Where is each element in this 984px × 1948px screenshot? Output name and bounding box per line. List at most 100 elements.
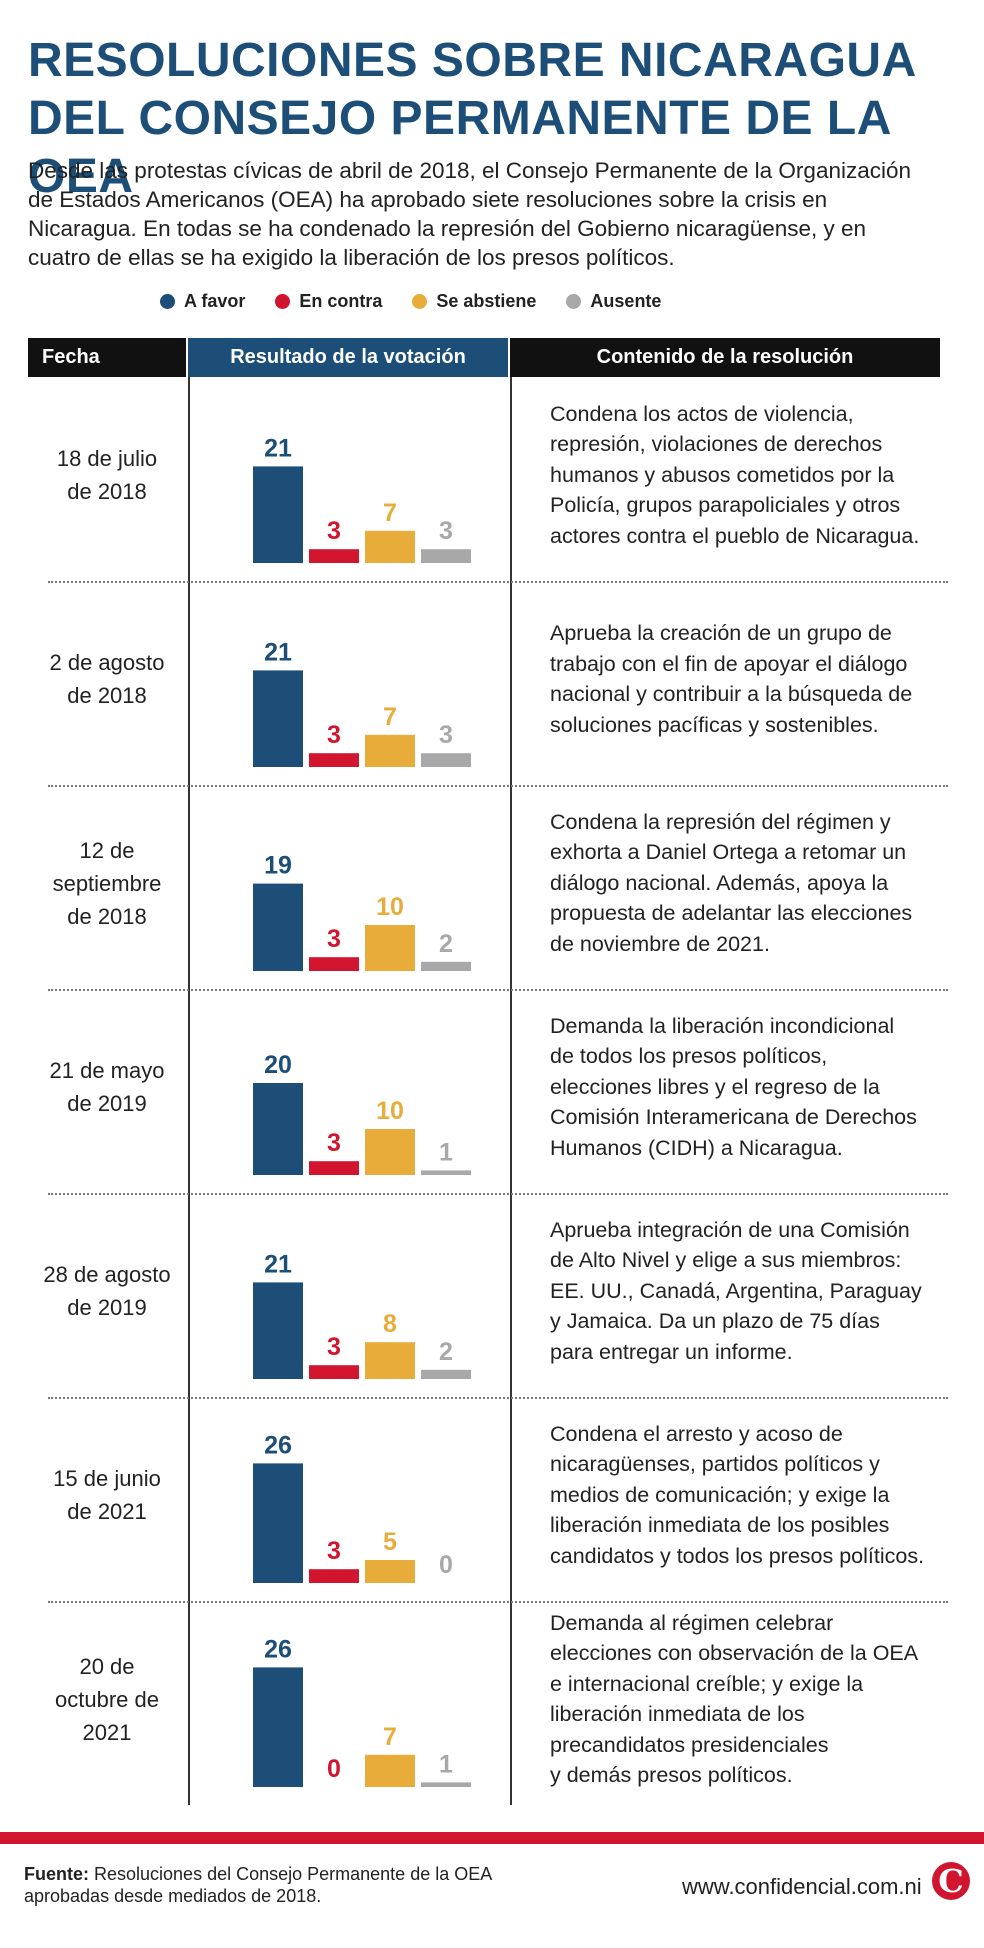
bar-value-label-en-contra: 3	[327, 925, 341, 953]
bar-value-label-ausente: 3	[439, 721, 453, 749]
content-line: candidatos y todos los presos políticos.	[550, 1543, 925, 1568]
source-label: Fuente:	[24, 1864, 89, 1884]
bar-value-label-ausente: 2	[439, 1338, 453, 1366]
title-line: DEL CONSEJO PERMANENTE DE LA OEA	[28, 92, 891, 203]
intro-line: cuatro de ellas se ha exigido la liberac…	[28, 245, 675, 270]
bar-value-label-a-favor: 26	[264, 1431, 292, 1459]
table-row: 18 de julio de 2018 21 3 7 3 Condena los actos…	[0, 377, 984, 581]
bar-value-label-a-favor: 21	[264, 1250, 292, 1278]
bar-value-label-ausente: 0	[439, 1551, 453, 1579]
bar-se-abstiene	[365, 1129, 415, 1175]
content-line: Condena el arresto y acoso de	[550, 1421, 843, 1446]
content-line: Condena la represión del régimen y	[550, 809, 891, 834]
content-line: y demás presos políticos.	[550, 1763, 793, 1787]
resolution-content: Condena el arresto y acoso de nicaragüens…	[550, 1419, 970, 1572]
table-row: 28 de agosto de 2019 21 3 8 2 Aprueba integrac…	[0, 1193, 984, 1397]
bar-se-abstiene	[365, 1342, 415, 1379]
title-line: RESOLUCIONES SOBRE NICARAGUA	[28, 34, 917, 87]
bar-se-abstiene	[365, 530, 415, 563]
bar-value-label-ausente: 1	[439, 1138, 453, 1166]
content-line: medios de comunicación; y exige la	[550, 1482, 890, 1507]
bar-value-label-en-contra: 3	[327, 517, 341, 545]
row-date: 18 de julio de 2018	[28, 442, 186, 508]
date-line: 2 de agosto	[49, 650, 165, 675]
bar-ausente	[421, 549, 471, 563]
legend-item-se-abstiene: Se abstiene	[412, 291, 536, 312]
content-line: elecciones libres y el regreso de la	[550, 1074, 880, 1099]
legend-item-ausente: Ausente	[566, 291, 661, 312]
bar-se-abstiene	[365, 1754, 415, 1787]
date-line: 18 de julio	[56, 446, 158, 471]
date-line: septiembre	[52, 870, 162, 896]
content-line: nacional y contribuir a la búsqueda de	[550, 682, 913, 706]
row-divider	[48, 581, 948, 583]
bar-ausente	[421, 1782, 471, 1787]
resolution-content: Aprueba la creación de un grupo de trabaj…	[550, 618, 970, 740]
source-note: Fuente: Resoluciones del Consejo Permane…	[24, 1863, 504, 1907]
intro-line: Desde las protestas cívicas de abril de …	[28, 158, 912, 183]
legend: A favor En contra Se abstiene Ausente	[160, 286, 691, 316]
table-row: 21 de mayo de 2019 20 3 10 1 Demanda la libera…	[0, 989, 984, 1193]
content-line: elecciones con observación de la OEA	[550, 1641, 919, 1665]
bar-en-contra	[309, 753, 359, 767]
column-header-date: Fecha	[28, 338, 186, 377]
website-url[interactable]: www.confidencial.com.ni	[682, 1874, 922, 1899]
bar-value-label-a-favor: 21	[264, 434, 292, 462]
vote-chart: 26 3 5 0	[253, 1431, 453, 1583]
content-line: de todos los presos políticos,	[550, 1044, 828, 1069]
row-divider	[48, 989, 948, 991]
table-row: 20 de octubre de 2021 26 0 7 1 Demanda al régim…	[0, 1601, 984, 1805]
resolutions-table: 18 de julio de 2018 21 3 7 3 Condena los actos…	[0, 377, 984, 1805]
content-line: e internacional creíble; y exige la	[550, 1671, 864, 1696]
bar-value-label-en-contra: 3	[327, 1537, 341, 1565]
legend-swatch	[566, 293, 582, 309]
bar-ausente	[421, 1170, 471, 1175]
bar-en-contra	[309, 957, 359, 971]
row-date: 2 de agosto de 2018	[28, 646, 186, 712]
bar-value-label-a-favor: 21	[264, 638, 292, 666]
resolution-content: Demanda al régimen celebrar elecciones co…	[550, 1608, 970, 1791]
row-date: 21 de mayo de 2019	[28, 1054, 186, 1120]
bar-value-label-se-abstiene: 5	[383, 1528, 397, 1556]
bar-value-label-se-abstiene: 10	[376, 893, 404, 921]
content-line: Demanda la liberación incondicional	[550, 1013, 895, 1038]
bar-value-label-ausente: 1	[439, 1750, 453, 1778]
content-line: EE. UU., Canadá, Argentina, Paraguay	[550, 1278, 922, 1303]
content-line: Humanos (CIDH) a Nicaragua.	[550, 1135, 843, 1160]
resolution-content: Condena la represión del régimen y exhort…	[550, 807, 970, 960]
content-line: liberación inmediata de los	[550, 1702, 805, 1726]
bar-se-abstiene	[365, 925, 415, 971]
vote-chart: 20 3 10 1	[253, 1051, 471, 1175]
legend-label: A favor	[184, 290, 246, 311]
content-line: nicaragüenses, partidos políticos y	[550, 1452, 880, 1477]
row-date: 12 de septiembre de 2018	[28, 834, 186, 933]
date-line: 28 de agosto	[43, 1262, 171, 1287]
content-line: trabajo con el fin de apoyar el diálogo	[550, 651, 908, 676]
row-divider	[48, 785, 948, 787]
bar-a-favor	[253, 1083, 303, 1175]
bar-value-label-se-abstiene: 10	[376, 1097, 404, 1125]
column-divider	[510, 377, 512, 1805]
column-header-vote: Resultado de la votación	[188, 338, 508, 377]
resolution-content: Condena los actos de violencia, represión…	[550, 399, 970, 552]
footer-divider	[0, 1832, 984, 1844]
bar-value-label-se-abstiene: 7	[383, 1723, 397, 1751]
content-line: Demanda al régimen celebrar	[550, 1610, 834, 1635]
page-title: RESOLUCIONES SOBRE NICARAGUA DEL CONSEJO…	[28, 32, 968, 206]
row-divider	[48, 1193, 948, 1195]
bar-ausente	[421, 961, 471, 971]
bar-value-label-en-contra: 0	[327, 1755, 341, 1783]
content-line: Condena los actos de violencia,	[550, 401, 854, 426]
row-date: 15 de junio de 2021	[28, 1462, 186, 1528]
legend-swatch	[275, 293, 291, 309]
bar-en-contra	[309, 1365, 359, 1379]
bar-a-favor	[253, 883, 303, 971]
resolution-content: Demanda la liberación incondicional de to…	[550, 1011, 970, 1164]
content-line: soluciones pacíficas y sostenibles.	[550, 712, 879, 737]
bar-value-label-en-contra: 3	[327, 1333, 341, 1361]
bar-a-favor	[253, 1282, 303, 1379]
bar-value-label-ausente: 2	[439, 930, 453, 958]
bar-se-abstiene	[365, 1560, 415, 1583]
intro-line: Nicaragua. En todas se ha condenado la r…	[28, 216, 867, 241]
legend-swatch	[160, 293, 175, 309]
